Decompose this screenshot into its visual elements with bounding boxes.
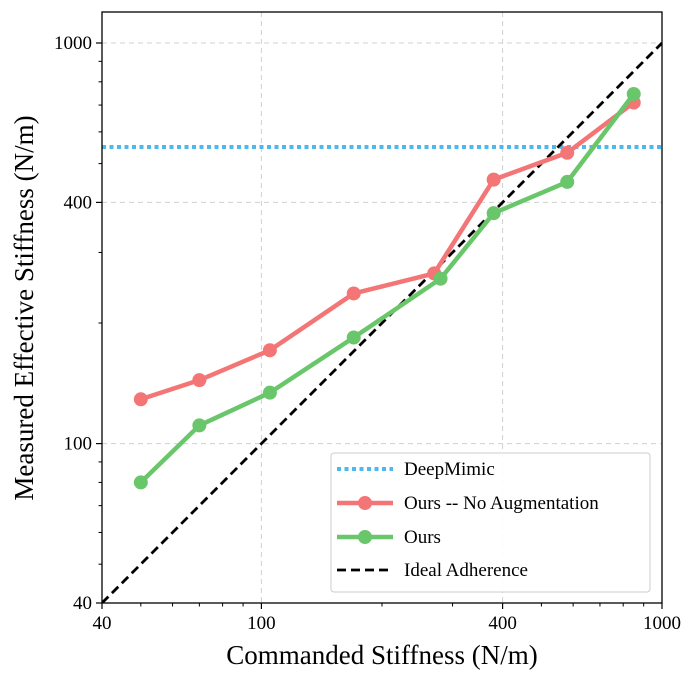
major-ticks	[96, 42, 663, 609]
series-line-2	[138, 91, 636, 485]
series-point-1	[133, 392, 148, 407]
tick-labels: 40 100 400 1000 40 100 400 1000	[54, 33, 681, 634]
x-tick-label: 40	[93, 613, 112, 634]
series-point-2	[433, 271, 448, 286]
series-layer	[102, 42, 662, 603]
series-point-1	[560, 145, 575, 160]
y-axis-title: Measured Effective Stiffness (N/m)	[9, 115, 39, 500]
y-tick-label: 40	[73, 593, 92, 614]
series-point-2	[560, 174, 575, 189]
x-tick-label: 1000	[643, 613, 681, 634]
legend-label: Ideal Adherence	[404, 560, 528, 581]
plot-frame	[101, 11, 663, 604]
y-tick-label: 1000	[54, 33, 92, 54]
legend-box	[330, 452, 651, 593]
legend-label: DeepMimic	[404, 459, 495, 480]
series-point-2	[192, 418, 207, 433]
series-point-2	[626, 86, 641, 101]
x-tick-label: 400	[488, 613, 517, 634]
series-line-1	[138, 100, 636, 402]
series-point-1	[262, 343, 277, 358]
grid	[102, 12, 662, 603]
series-point-2	[346, 330, 361, 345]
x-tick-label: 100	[247, 613, 276, 634]
legend: DeepMimic Ours -- No Augmentation Ours Idea…	[330, 452, 651, 593]
series-point-2	[133, 475, 148, 490]
series-point-2	[262, 385, 277, 400]
series-point-1	[486, 172, 501, 187]
legend-swatch-marker	[358, 530, 372, 544]
y-tick-label: 400	[64, 192, 93, 213]
series-point-1	[192, 373, 207, 388]
y-tick-label: 100	[64, 434, 93, 455]
x-axis-title: Commanded Stiffness (N/m)	[226, 640, 537, 670]
legend-swatch-marker	[358, 496, 372, 510]
legend-label: Ours -- No Augmentation	[404, 493, 599, 514]
legend-label: Ours	[404, 527, 441, 548]
series-point-2	[486, 206, 501, 221]
ideal-adherence-line	[102, 42, 662, 603]
series-point-1	[346, 286, 361, 301]
